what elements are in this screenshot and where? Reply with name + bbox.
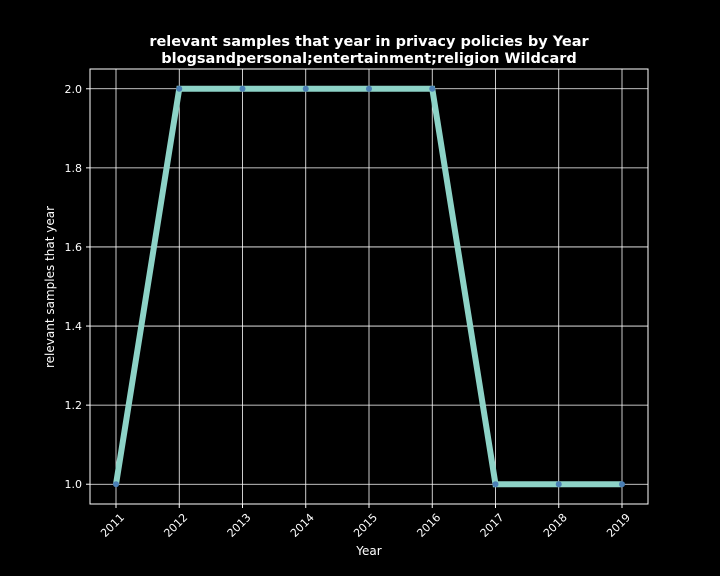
y-tick-label: 1.4 (65, 320, 83, 333)
chart-title-line-1: relevant samples that year in privacy po… (149, 34, 589, 50)
x-axis-label: Year (355, 544, 381, 558)
y-tick-label: 1.6 (65, 241, 83, 254)
data-point (429, 85, 436, 92)
data-point (302, 85, 309, 92)
data-point (555, 481, 562, 488)
y-axis-ticks: 1.0 1.2 1.4 1.6 1.8 2.0 (65, 83, 90, 491)
data-point (492, 481, 499, 488)
grid (90, 69, 648, 504)
data-point (113, 481, 119, 488)
data-point (619, 481, 625, 488)
y-tick-label: 1.2 (65, 399, 83, 412)
data-point (176, 85, 183, 92)
y-tick-label: 1.8 (65, 162, 83, 175)
chart-title-line-2: blogsandpersonal;entertainment;religion … (161, 51, 577, 67)
data-point (239, 85, 246, 92)
data-point (366, 85, 372, 92)
y-axis-label: relevant samples that year (43, 206, 57, 368)
y-tick-label: 2.0 (65, 83, 83, 96)
series-layer (113, 85, 625, 488)
y-tick-label: 1.0 (65, 478, 83, 491)
